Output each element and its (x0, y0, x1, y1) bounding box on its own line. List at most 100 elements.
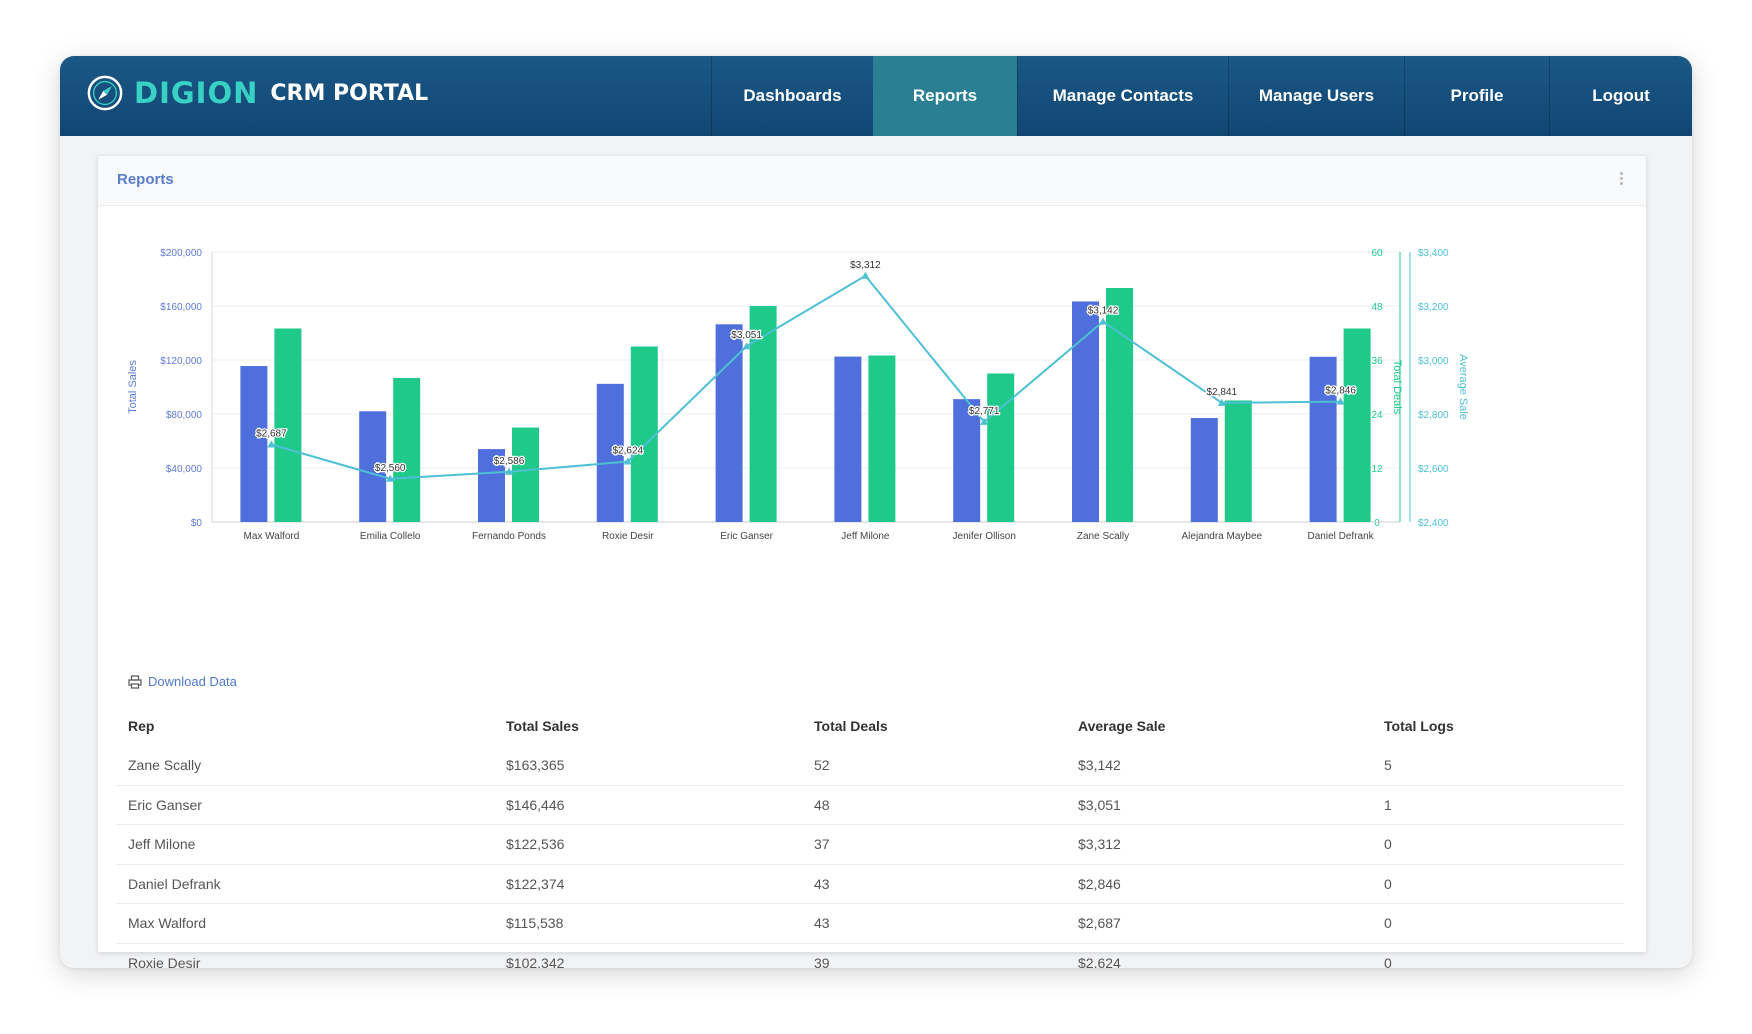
printer-icon (128, 674, 142, 689)
column-header-total-logs[interactable]: Total Logs (1384, 718, 1454, 734)
point-average-sale (742, 342, 751, 350)
brand-subtitle: CRM PORTAL (270, 80, 429, 106)
cell-total-logs: 0 (1384, 915, 1392, 932)
left-axis-tick-label: $80,000 (166, 410, 203, 421)
download-data-link[interactable]: Download Data (128, 674, 237, 689)
cell-total-logs: 0 (1384, 836, 1392, 853)
cell-total-deals: 52 (814, 757, 830, 774)
data-label-average-sale: $2,841 (1207, 387, 1238, 398)
bar-total-sales (715, 324, 743, 522)
x-axis-tick-label: Fernando Ponds (472, 531, 546, 542)
bar-total-sales (596, 383, 624, 522)
kebab-menu-icon[interactable] (1618, 172, 1624, 188)
compass-icon (87, 75, 123, 111)
right-axis-average-tick-label: $2,400 (1418, 518, 1449, 529)
nav-reports[interactable]: Reports (873, 56, 1017, 136)
cell-total-sales: $102,342 (506, 954, 565, 968)
data-label-average-sale: $2,560 (375, 463, 406, 474)
cell-total-sales: $122,374 (506, 875, 565, 892)
data-label-average-sale: $2,687 (256, 429, 287, 440)
cell-rep: Daniel Defrank (128, 875, 221, 892)
column-header-average-sale[interactable]: Average Sale (1078, 718, 1166, 734)
right-axis-deals-tick-label: 36 (1371, 356, 1383, 367)
data-label-average-sale: $3,142 (1088, 306, 1119, 317)
cell-average-sale: $3,142 (1078, 757, 1121, 774)
main-nav: Dashboards Reports Manage Contacts Manag… (711, 56, 1692, 136)
cell-total-deals: 39 (814, 954, 830, 968)
cell-total-logs: 0 (1384, 875, 1392, 892)
table-row[interactable]: Jeff Milone $122,536 37 $3,312 0 (116, 825, 1624, 865)
reports-panel: Reports $0 $40,000 $80,000 $120,000 $160,000… (98, 156, 1646, 968)
x-axis-tick-label: Jeff Milone (841, 531, 890, 542)
bar-total-deals (868, 355, 896, 522)
bar-total-deals (630, 346, 658, 522)
nav-logout[interactable]: Logout (1549, 56, 1692, 136)
right-axis-deals-tick-label: 60 (1371, 248, 1383, 259)
point-average-sale (267, 440, 276, 448)
cell-rep: Max Walford (128, 915, 207, 932)
bar-total-deals (274, 328, 302, 522)
data-label-average-sale: $2,586 (494, 456, 525, 467)
cell-total-deals: 43 (814, 915, 830, 932)
right-axis-deals-title: Total Deals (1391, 360, 1403, 415)
brand[interactable]: DIGION CRM PORTAL (86, 73, 428, 113)
line-average-sale (271, 274, 1341, 480)
cell-total-logs: 5 (1384, 757, 1392, 774)
bar-total-deals (393, 378, 421, 522)
data-label-average-sale: $2,771 (969, 406, 1000, 417)
cell-total-deals: 37 (814, 836, 830, 853)
x-axis-tick-label: Roxie Desir (602, 531, 654, 542)
app-window: DIGION CRM PORTAL Dashboards Reports Man… (60, 56, 1692, 968)
bar-total-deals (512, 427, 539, 522)
right-axis-average-tick-label: $2,600 (1418, 464, 1449, 475)
cell-total-deals: 43 (814, 875, 830, 892)
cell-total-logs: 0 (1384, 954, 1392, 968)
cell-average-sale: $2,624 (1078, 954, 1121, 968)
bar-total-sales (240, 366, 268, 522)
table-row[interactable]: Daniel Defrank $122,374 43 $2,846 0 (116, 865, 1624, 904)
table-row[interactable]: Zane Scally $163,365 52 $3,142 5 (116, 746, 1624, 786)
nav-profile[interactable]: Profile (1404, 56, 1549, 136)
right-axis-average-title: Average Sale (1457, 354, 1469, 420)
right-axis-deals-tick-label: 24 (1371, 410, 1383, 421)
download-data-label: Download Data (148, 674, 237, 689)
column-header-rep[interactable]: Rep (128, 718, 155, 734)
bar-total-sales (359, 411, 387, 522)
table-row[interactable]: Eric Ganser $146,446 48 $3,051 1 (116, 786, 1624, 825)
nav-manage-contacts[interactable]: Manage Contacts (1017, 56, 1228, 136)
table-row[interactable]: Max Walford $115,538 43 $2,687 0 (116, 904, 1624, 944)
data-label-average-sale: $3,312 (850, 260, 881, 271)
column-header-total-deals[interactable]: Total Deals (814, 718, 888, 734)
data-label-average-sale: $2,624 (613, 446, 644, 457)
right-axis-average-tick-label: $3,200 (1418, 302, 1449, 313)
nav-dashboards[interactable]: Dashboards (711, 56, 873, 136)
bar-total-deals (987, 373, 1015, 522)
cell-total-sales: $146,446 (506, 796, 565, 813)
brand-name: DIGION (134, 76, 259, 110)
cell-total-sales: $163,365 (506, 757, 565, 774)
right-axis-average-tick-label: $3,000 (1418, 356, 1449, 367)
column-header-total-sales[interactable]: Total Sales (506, 718, 579, 734)
table-row[interactable]: Roxie Desir $102,342 39 $2,624 0 (116, 944, 1624, 968)
data-label-average-sale: $3,051 (731, 330, 762, 341)
nav-manage-users[interactable]: Manage Users (1228, 56, 1404, 136)
bar-total-deals (1224, 400, 1252, 522)
cell-total-deals: 48 (814, 796, 830, 813)
bar-total-deals (1343, 328, 1371, 522)
left-axis-tick-label: $160,000 (160, 302, 202, 313)
top-navbar: DIGION CRM PORTAL Dashboards Reports Man… (60, 56, 1692, 136)
cell-rep: Jeff Milone (128, 836, 196, 853)
cell-total-logs: 1 (1384, 796, 1392, 813)
right-axis-deals-tick-label: 0 (1374, 518, 1380, 529)
left-axis-title: Total Sales (127, 360, 139, 414)
cell-average-sale: $3,051 (1078, 796, 1121, 813)
point-average-sale (623, 457, 632, 465)
x-axis-tick-label: Daniel Defrank (1308, 531, 1375, 542)
cell-rep: Roxie Desir (128, 954, 201, 968)
cell-average-sale: $2,687 (1078, 915, 1121, 932)
point-average-sale (505, 467, 513, 475)
panel-header: Reports (98, 156, 1646, 206)
panel-title: Reports (117, 171, 174, 188)
reports-chart: $0 $40,000 $80,000 $120,000 $160,000 $200,000… (127, 248, 1469, 542)
point-average-sale (1099, 317, 1107, 325)
